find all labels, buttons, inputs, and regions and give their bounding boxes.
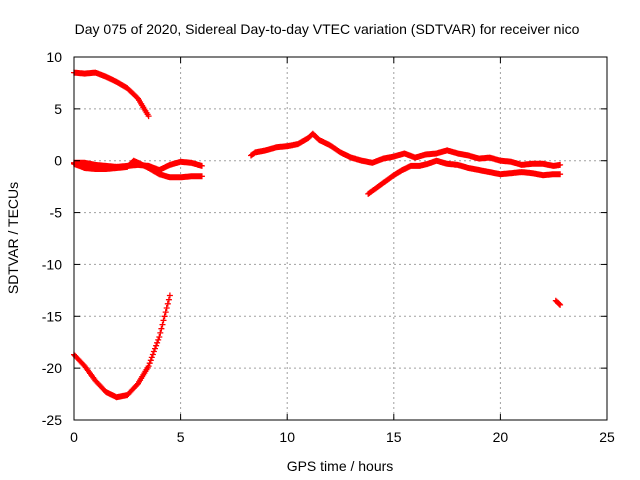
x-tick-label: 15 xyxy=(386,429,402,445)
y-tick-label: 5 xyxy=(54,101,62,117)
series-arc-5 xyxy=(248,130,564,169)
y-tick-label: -15 xyxy=(42,308,62,324)
grid-lines xyxy=(74,57,607,420)
x-axis-title: GPS time / hours xyxy=(287,458,394,474)
x-tick-label: 0 xyxy=(70,429,78,445)
data-points xyxy=(71,69,564,401)
plot-frame xyxy=(73,56,608,421)
x-tick-label: 25 xyxy=(599,429,615,445)
chart-title: Day 075 of 2020, Sidereal Day-to-day VTE… xyxy=(75,21,580,37)
y-tick-label: -20 xyxy=(42,360,62,376)
y-tick-label: -5 xyxy=(50,205,63,221)
y-tick-label: -25 xyxy=(42,412,62,428)
axis-ticks: 0 5 10 15 20 25 10 5 0 -5 -10 -15 -20 -25 xyxy=(42,49,615,445)
data-point-marks xyxy=(552,297,564,308)
x-tick-label: 10 xyxy=(279,429,295,445)
y-axis-title: SDTVAR / TECUs xyxy=(5,182,21,294)
y-tick-label: 10 xyxy=(46,49,62,65)
data-point-marks xyxy=(71,292,173,401)
series-arc-1 xyxy=(71,69,152,120)
data-point-marks xyxy=(71,69,152,120)
data-point-marks xyxy=(248,130,564,169)
x-tick-label: 20 xyxy=(493,429,509,445)
series-arc-7 xyxy=(552,297,564,308)
series-arc-6 xyxy=(365,157,564,197)
data-point-marks xyxy=(365,157,564,197)
series-arc-4 xyxy=(71,292,173,401)
y-tick-label: 0 xyxy=(54,153,62,169)
y-tick-label: -10 xyxy=(42,256,62,272)
x-tick-label: 5 xyxy=(177,429,185,445)
